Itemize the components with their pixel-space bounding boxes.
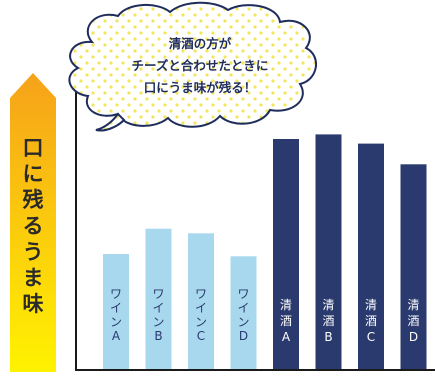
bar-label-1: イ bbox=[110, 301, 122, 315]
bar-label-5: 酒 bbox=[280, 314, 292, 328]
bar-label-1: ワ bbox=[110, 287, 122, 301]
bar-label-3: ン bbox=[195, 315, 207, 329]
bar-label-5: 清 bbox=[280, 298, 292, 312]
bar-8 bbox=[400, 164, 427, 369]
callout-bubble bbox=[68, 1, 317, 132]
bar-2 bbox=[145, 228, 172, 369]
bar-label-4: イ bbox=[237, 301, 249, 315]
y-axis-label-char: 口 bbox=[22, 136, 44, 160]
bar-label-6: B bbox=[324, 330, 332, 344]
bar-3 bbox=[188, 233, 214, 369]
bar-label-8: 清 bbox=[407, 298, 419, 312]
bar-label-1: ン bbox=[110, 315, 122, 329]
callout-line-2: チーズと合わせたときに bbox=[131, 58, 269, 73]
bar-5 bbox=[273, 139, 299, 369]
bar-label-5: A bbox=[282, 330, 291, 344]
y-axis-label-char: る bbox=[22, 214, 44, 238]
y-axis-label-char: う bbox=[22, 240, 44, 264]
bar-label-1: A bbox=[112, 329, 121, 343]
callout-text: 清酒の方が チーズと合わせたときに 口にうま味が残る！ bbox=[86, 33, 314, 99]
bar-label-4: D bbox=[239, 329, 248, 343]
bar-label-7: 清 bbox=[365, 298, 377, 312]
y-axis-label-char: 味 bbox=[22, 292, 44, 316]
y-axis-label-char: に bbox=[22, 162, 44, 186]
callout-line-3: 口にうま味が残る！ bbox=[143, 80, 257, 95]
bar-label-2: B bbox=[154, 329, 162, 343]
bar-label-2: イ bbox=[152, 301, 164, 315]
y-axis-label-char: 残 bbox=[22, 188, 44, 212]
bar-4 bbox=[230, 256, 257, 369]
bar-1 bbox=[103, 254, 129, 369]
bar-label-2: ワ bbox=[152, 287, 164, 301]
bar-label-8: 酒 bbox=[407, 314, 419, 328]
bar-label-6: 清 bbox=[322, 298, 334, 312]
bar-7 bbox=[358, 143, 384, 369]
bar-label-7: 酒 bbox=[365, 314, 377, 328]
y-axis-label: 口に残るうま味 bbox=[11, 135, 55, 317]
bar-label-3: ワ bbox=[195, 287, 207, 301]
bar-6 bbox=[315, 134, 342, 369]
bar-label-4: ワ bbox=[237, 287, 249, 301]
bar-label-4: ン bbox=[237, 315, 249, 329]
bar-label-8: D bbox=[409, 330, 418, 344]
bar-label-3: イ bbox=[195, 301, 207, 315]
callout-line-1: 清酒の方が bbox=[168, 36, 232, 51]
bar-label-2: ン bbox=[152, 315, 164, 329]
bar-label-7: C bbox=[367, 330, 375, 344]
y-axis-arrow bbox=[10, 73, 56, 372]
bar-label-6: 酒 bbox=[322, 314, 334, 328]
y-axis-label-char: ま bbox=[22, 266, 44, 290]
bar-label-3: C bbox=[197, 329, 205, 343]
